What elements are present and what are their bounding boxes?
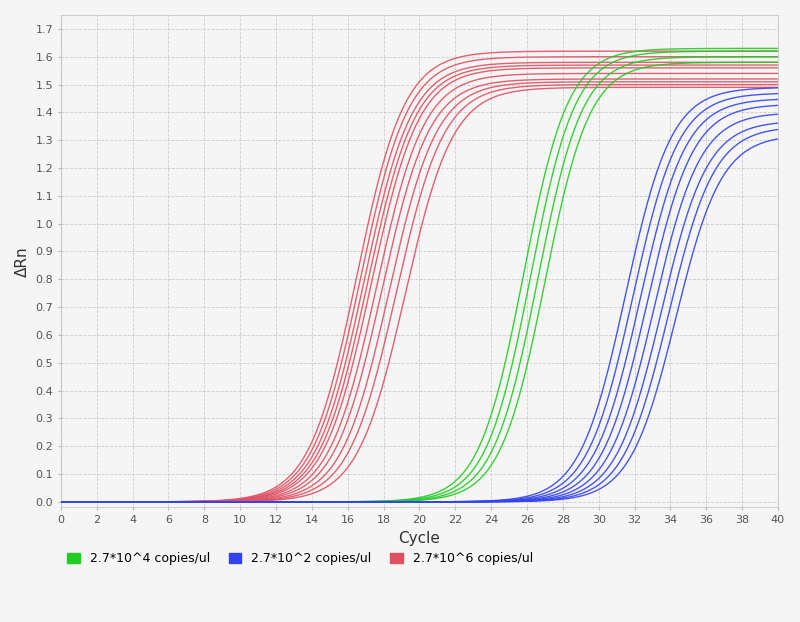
Y-axis label: ΔRn: ΔRn [15,246,30,277]
X-axis label: Cycle: Cycle [398,531,440,545]
Legend: 2.7*10^4 copies/ul, 2.7*10^2 copies/ul, 2.7*10^6 copies/ul: 2.7*10^4 copies/ul, 2.7*10^2 copies/ul, … [67,552,533,565]
